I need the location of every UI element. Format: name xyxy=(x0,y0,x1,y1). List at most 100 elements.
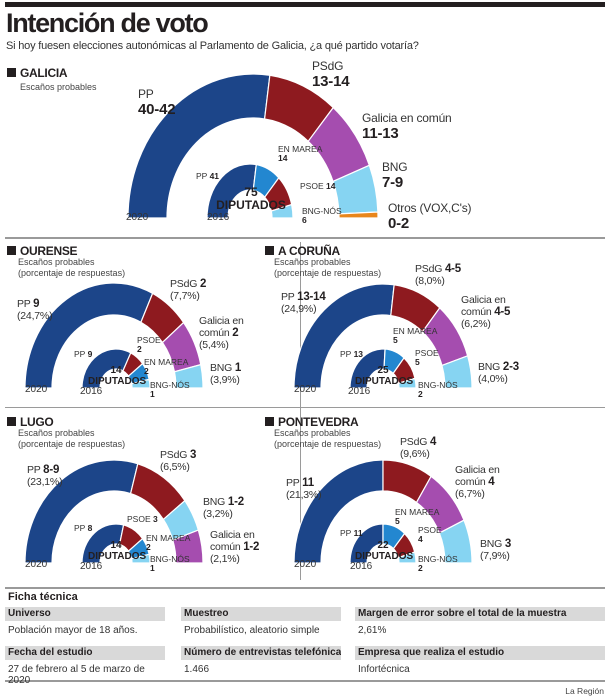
coruna-center-label: 25 DIPUTADOS xyxy=(355,365,413,387)
galicia-2016-segment-pp xyxy=(206,163,257,219)
lugo-2016-segment-bng-n-s xyxy=(130,553,151,564)
galicia-2020-segment-otros xyxy=(338,211,379,219)
lugo-2016-label: BNG-NÓS 1 xyxy=(150,555,190,573)
seats-value: 13 xyxy=(353,349,364,359)
coruna-2016-segment-bng-n-s xyxy=(397,377,417,389)
ficha-value: 1.466 xyxy=(184,664,210,675)
coruna-2016-label: BNG-NÓS 2 xyxy=(418,381,458,399)
party-name: Galicia en común xyxy=(461,294,506,318)
percentage-value: (23,1%) xyxy=(27,476,63,488)
ourense-2016-label: BNG-NÓS 1 xyxy=(150,381,190,399)
seats-value: 1 xyxy=(150,389,155,399)
page-subtitle: Si hoy fuesen elecciones autonómicas al … xyxy=(6,40,419,52)
ourense-2020-label: BNG 1 (3,9%) xyxy=(210,362,260,386)
party-name: EN MAREA xyxy=(144,357,189,367)
galicia-title: GALICIA xyxy=(7,66,68,80)
party-name: PP xyxy=(196,171,208,181)
party-name: PSOE xyxy=(137,335,161,345)
coruna-2020-label: PP 13-14 (24,9%) xyxy=(281,291,351,315)
seats-value: 3 xyxy=(189,449,197,461)
seats-value: 2 xyxy=(146,542,151,552)
pontevedra-title: PONTEVEDRA xyxy=(265,415,359,429)
lugo-2020-segment-galicia-en-com-n xyxy=(172,529,204,564)
party-name: EN MAREA xyxy=(393,326,438,336)
ourense-2016-label: EN MAREA 2 xyxy=(144,358,188,376)
ficha-title: Ficha técnica xyxy=(8,591,78,603)
party-name: Galicia en común xyxy=(362,111,452,125)
seats-value: 2-3 xyxy=(502,361,519,373)
ficha-label: Fecha del estudio xyxy=(5,646,165,660)
seats-value: 5 xyxy=(393,335,398,345)
pontevedra-2020-label: PSdG 4 (9,6%) xyxy=(400,436,460,460)
seats-value: 1 xyxy=(234,362,242,374)
galicia-subtitle: Escaños probables xyxy=(20,82,97,93)
ficha-label: Número de entrevistas telefónicas xyxy=(181,646,341,660)
party-name: PP xyxy=(340,528,352,538)
seats-value: 9 xyxy=(33,298,40,310)
percentage-value: (24,7%) xyxy=(17,310,53,322)
seats-value: 8 xyxy=(87,523,93,533)
seats-value: 3 xyxy=(153,514,158,524)
lugo-subtitle: Escaños probables (porcentaje de respuest… xyxy=(18,428,125,450)
percentage-value: (6,2%) xyxy=(461,318,491,330)
galicia-2020-label: PP 40-42 xyxy=(138,87,198,117)
party-name: PSdG xyxy=(160,449,188,461)
party-name: PSdG xyxy=(415,263,443,275)
ficha-value: 2,61% xyxy=(358,625,387,636)
pontevedra-2016-segment-bng-n-s xyxy=(397,551,417,564)
ourense-2020-segment-bng xyxy=(173,363,204,389)
lugo-2016-label: PSOE 3 xyxy=(127,515,158,524)
divider xyxy=(5,407,605,408)
party-name: PP xyxy=(27,464,41,476)
coruna-year-2016-label: 2016 xyxy=(348,386,371,397)
coruna-2016-label: EN MAREA 5 xyxy=(393,327,437,345)
party-name: Galicia en común xyxy=(455,464,500,488)
party-name: PP xyxy=(281,291,295,303)
percentage-value: (24,9%) xyxy=(281,303,317,315)
pontevedra-2016-label: PP 11 xyxy=(340,529,363,538)
galicia-2016-label: BNG-NÓS 6 xyxy=(302,207,342,225)
seats-value: 2 xyxy=(232,327,239,339)
coruna-subtitle-line1: Escaños probables xyxy=(274,257,351,267)
galicia-year-2016-label: 2016 xyxy=(207,212,230,223)
pontevedra-subtitle-line2: (porcentaje de respuestas) xyxy=(274,439,382,449)
seats-value: 2 xyxy=(418,563,423,573)
coruna-subtitle: Escaños probables (porcentaje de respuest… xyxy=(274,257,381,279)
seats-value: 2 xyxy=(137,344,142,354)
ficha-value: Probabilístico, aleatorio simple xyxy=(184,625,320,636)
ourense-title: OURENSE xyxy=(7,244,78,258)
divider xyxy=(5,587,605,589)
party-name: Otros (VOX,C's) xyxy=(388,201,472,215)
ourense-subtitle: Escaños probables (porcentaje de respuest… xyxy=(18,257,125,279)
ourense-year-2020-label: 2020 xyxy=(25,384,48,395)
seats-value: 4-5 xyxy=(494,306,511,318)
party-name: BNG-NÓS xyxy=(150,380,190,390)
seats-value: 40-42 xyxy=(138,101,176,118)
party-name: PSOE xyxy=(418,525,442,535)
ficha-value: Población mayor de 18 años. xyxy=(8,625,138,636)
ourense-2020-label: PP 9 (24,7%) xyxy=(17,298,77,322)
pontevedra-2020-segment-bng xyxy=(438,519,473,564)
top-rule xyxy=(5,2,605,7)
party-name: Galicia en común xyxy=(210,529,255,553)
party-name: PP xyxy=(74,523,86,533)
seats-value: 11 xyxy=(353,528,363,538)
lugo-center-text: DIPUTADOS xyxy=(88,551,147,562)
ficha-value: Infortécnica xyxy=(358,664,410,675)
seats-value: 0-2 xyxy=(388,215,410,232)
galicia-year-2020-label: 2020 xyxy=(126,212,149,223)
percentage-value: (5,4%) xyxy=(199,339,229,351)
party-name: PSdG xyxy=(170,278,198,290)
galicia-center-text: DIPUTADOS xyxy=(216,198,286,212)
lugo-subtitle-line1: Escaños probables xyxy=(18,428,95,438)
lugo-2020-label: BNG 1-2 (3,2%) xyxy=(203,496,263,520)
lugo-title: LUGO xyxy=(7,415,54,429)
ourense-subtitle-line2: (porcentaje de respuestas) xyxy=(18,268,126,278)
seats-value: 7-9 xyxy=(382,174,404,191)
coruna-title: A CORUÑA xyxy=(265,244,340,258)
ourense-subtitle-line1: Escaños probables xyxy=(18,257,95,267)
party-name: PSdG xyxy=(312,59,344,73)
seats-value: 9 xyxy=(87,349,93,359)
galicia-2020-label: PSdG 13-14 xyxy=(312,59,392,89)
galicia-center-number: 75 xyxy=(244,185,258,199)
